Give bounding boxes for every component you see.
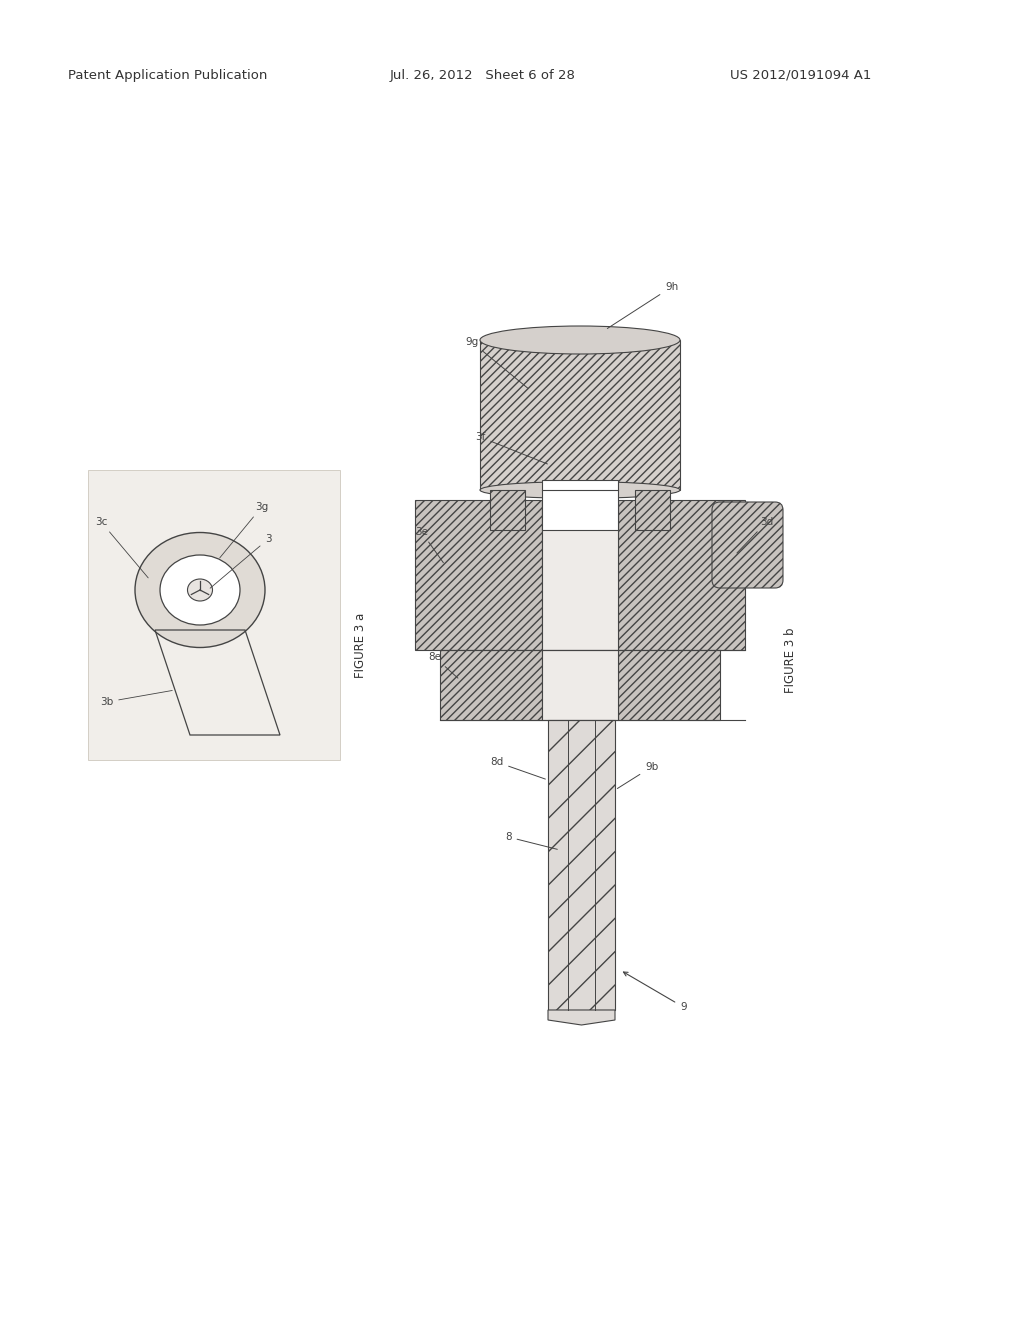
Bar — [542, 480, 618, 531]
Text: FIGURE 3 a: FIGURE 3 a — [353, 612, 367, 677]
Bar — [542, 500, 618, 649]
Text: US 2012/0191094 A1: US 2012/0191094 A1 — [730, 69, 871, 82]
Text: 3f: 3f — [475, 432, 548, 463]
Text: Patent Application Publication: Patent Application Publication — [68, 69, 267, 82]
Text: 9b: 9b — [617, 762, 658, 788]
Ellipse shape — [187, 579, 213, 601]
Bar — [542, 649, 618, 719]
Bar — [440, 649, 542, 719]
Bar — [415, 500, 542, 649]
Bar — [618, 649, 720, 719]
Ellipse shape — [135, 532, 265, 648]
FancyBboxPatch shape — [712, 502, 783, 587]
Text: 8d: 8d — [490, 756, 546, 779]
Text: 8e: 8e — [428, 652, 458, 678]
Text: 3c: 3c — [95, 517, 148, 578]
Text: 3e: 3e — [415, 527, 443, 562]
Bar — [490, 490, 525, 531]
Text: 3: 3 — [210, 535, 271, 589]
Bar — [548, 719, 615, 1010]
Bar — [480, 341, 680, 490]
Bar — [618, 500, 745, 649]
Ellipse shape — [480, 326, 680, 354]
Text: 3b: 3b — [100, 690, 172, 708]
Text: 9g: 9g — [465, 337, 527, 388]
Text: Jul. 26, 2012   Sheet 6 of 28: Jul. 26, 2012 Sheet 6 of 28 — [390, 69, 575, 82]
Text: 3d: 3d — [737, 517, 773, 553]
Bar — [88, 470, 340, 760]
Text: FIGURE 3 b: FIGURE 3 b — [783, 627, 797, 693]
Text: 9: 9 — [624, 972, 687, 1012]
Text: 8: 8 — [505, 832, 557, 849]
Text: 9h: 9h — [607, 282, 678, 329]
Ellipse shape — [160, 554, 240, 624]
Ellipse shape — [480, 482, 680, 499]
Polygon shape — [548, 1010, 615, 1026]
Bar — [635, 490, 670, 531]
Text: 3g: 3g — [220, 502, 268, 558]
